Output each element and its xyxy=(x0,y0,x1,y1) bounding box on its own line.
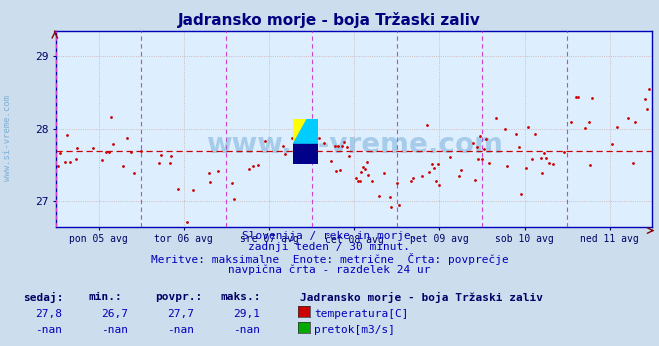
Text: Slovenija / reke in morje.: Slovenija / reke in morje. xyxy=(242,231,417,241)
Text: pretok[m3/s]: pretok[m3/s] xyxy=(314,325,395,335)
Text: povpr.:: povpr.: xyxy=(155,292,202,302)
Text: temperatura[C]: temperatura[C] xyxy=(314,309,409,319)
Text: -nan: -nan xyxy=(101,325,128,335)
Polygon shape xyxy=(293,119,318,164)
Text: Jadransko morje - boja Tržaski zaliv: Jadransko morje - boja Tržaski zaliv xyxy=(178,12,481,28)
Polygon shape xyxy=(293,119,318,144)
Text: 27,8: 27,8 xyxy=(35,309,62,319)
Polygon shape xyxy=(293,119,318,164)
Text: www.si-vreme.com: www.si-vreme.com xyxy=(3,95,13,181)
Text: sedaj:: sedaj: xyxy=(23,292,63,303)
Text: 27,7: 27,7 xyxy=(167,309,194,319)
Text: -nan: -nan xyxy=(233,325,260,335)
Text: 29,1: 29,1 xyxy=(233,309,260,319)
Text: www.si-vreme.com: www.si-vreme.com xyxy=(206,130,503,158)
Text: -nan: -nan xyxy=(35,325,62,335)
Text: navpična črta - razdelek 24 ur: navpična črta - razdelek 24 ur xyxy=(228,264,431,275)
Text: 26,7: 26,7 xyxy=(101,309,128,319)
Text: Jadransko morje - boja Tržaski zaliv: Jadransko morje - boja Tržaski zaliv xyxy=(300,292,543,303)
Polygon shape xyxy=(293,144,318,164)
Polygon shape xyxy=(293,119,307,144)
Text: min.:: min.: xyxy=(89,292,123,302)
Text: zadnji teden / 30 minut.: zadnji teden / 30 minut. xyxy=(248,242,411,252)
Bar xyxy=(293,144,318,164)
Text: maks.:: maks.: xyxy=(221,292,261,302)
Text: -nan: -nan xyxy=(167,325,194,335)
Text: Meritve: maksimalne  Enote: metrične  Črta: povprečje: Meritve: maksimalne Enote: metrične Črta… xyxy=(151,253,508,265)
